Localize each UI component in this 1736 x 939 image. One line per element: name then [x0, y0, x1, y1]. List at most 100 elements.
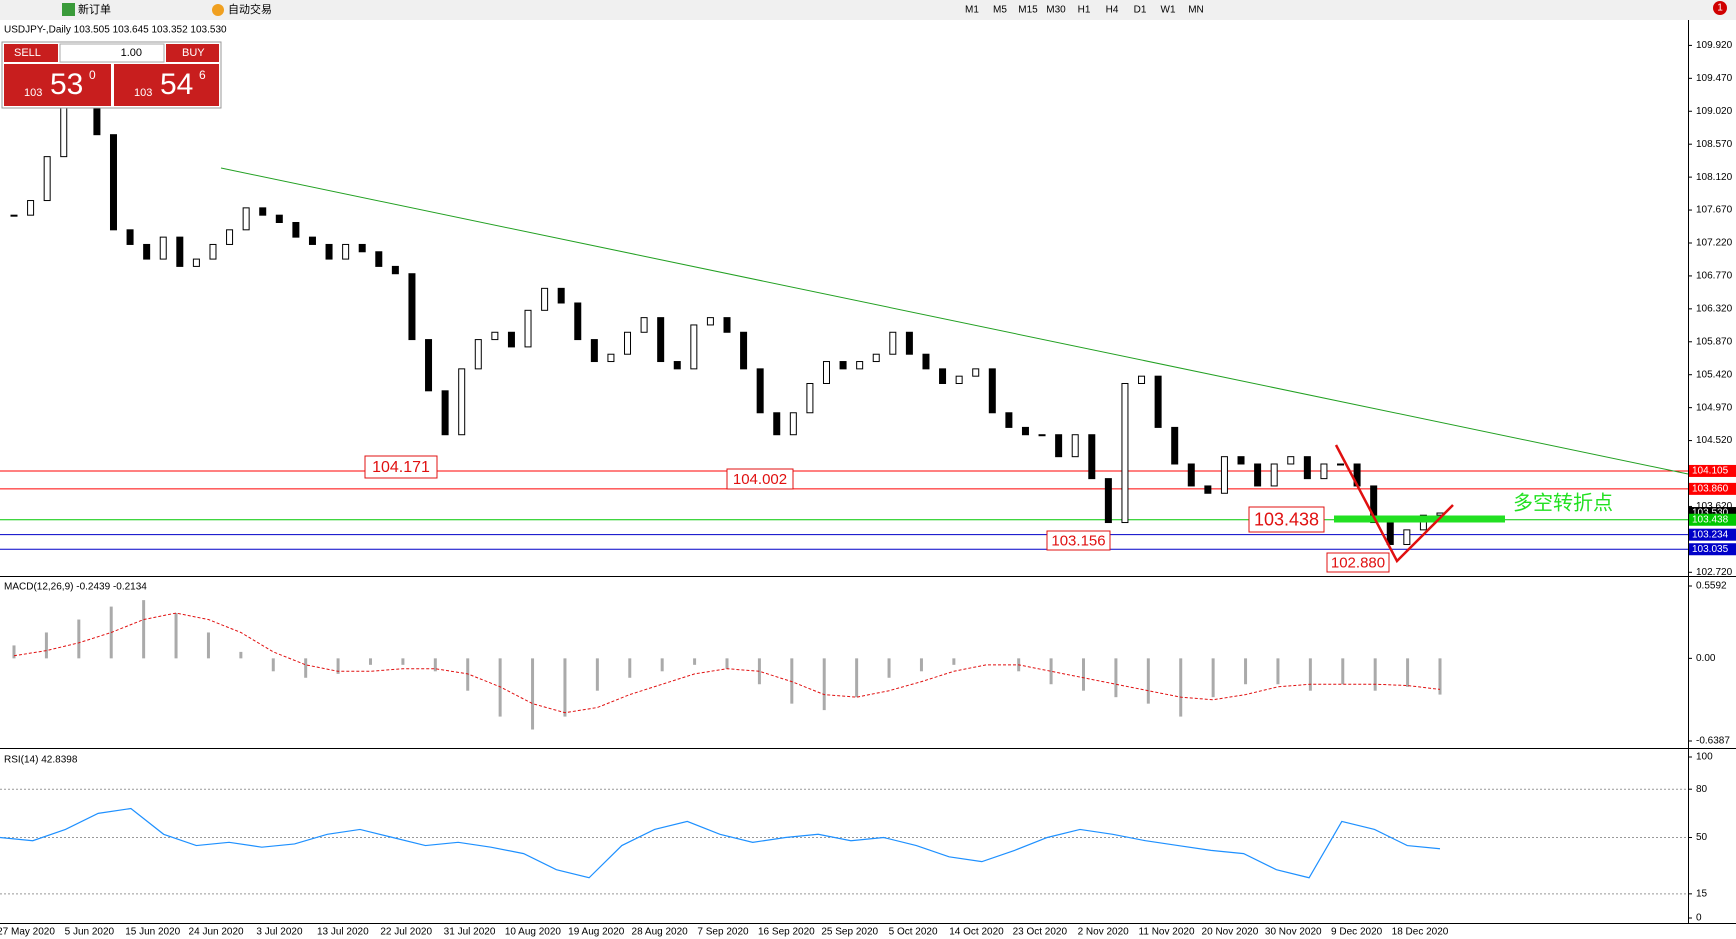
date-label: 5 Oct 2020 [889, 927, 938, 938]
buy-button[interactable] [166, 44, 219, 62]
price-callout: 102.880 [1331, 554, 1385, 571]
candle [1237, 456, 1245, 465]
candle [325, 243, 333, 260]
timeframe-button[interactable]: M15 [1018, 5, 1038, 16]
price-tick-label: 103.620 [1696, 501, 1733, 512]
candle [607, 353, 615, 363]
buy-price-sup: 6 [199, 68, 206, 82]
timeframe-button[interactable]: W1 [1161, 5, 1176, 16]
candle [1270, 463, 1278, 487]
price-tick-label: 107.670 [1696, 205, 1733, 216]
date-label: 9 Dec 2020 [1331, 927, 1383, 938]
sell-button[interactable] [4, 44, 58, 62]
price-callout-box [1326, 552, 1390, 573]
candle [1138, 375, 1146, 384]
date-label: 20 Nov 2020 [1202, 927, 1259, 938]
trendline [220, 167, 1689, 475]
candle [822, 361, 830, 384]
lots-input[interactable] [59, 43, 165, 63]
date-label: 16 Sep 2020 [758, 927, 815, 938]
candle [640, 317, 648, 333]
timeframe-button[interactable]: M1 [965, 5, 979, 16]
candle [458, 368, 466, 436]
candle [176, 236, 184, 267]
symbol-info: USDJPY-,Daily 103.505 103.645 103.352 10… [4, 25, 227, 36]
candle [1419, 514, 1427, 531]
price-tick-label: 106.770 [1696, 271, 1733, 282]
price-callout-box [1248, 506, 1325, 533]
candle [425, 339, 433, 392]
candle [1370, 485, 1378, 524]
candle [856, 361, 864, 370]
candle [358, 243, 366, 253]
candle [109, 134, 117, 231]
rsi-tick-label: 100 [1696, 752, 1713, 763]
candle [590, 339, 598, 363]
buy-label[interactable]: BUY [182, 47, 205, 59]
candle [756, 368, 764, 414]
price-callout: 104.171 [372, 459, 430, 476]
price-tick-label: 104.520 [1696, 435, 1733, 446]
candle [1038, 434, 1046, 437]
macd-tick-label: -0.6387 [1696, 736, 1730, 747]
price-callout: 103.438 [1254, 509, 1319, 529]
macd-signal [13, 612, 1441, 714]
level-label: 103.438 [1692, 514, 1729, 525]
candle [342, 243, 350, 260]
lots-value[interactable]: 1.00 [121, 47, 142, 59]
date-label: 22 Jul 2020 [380, 927, 432, 938]
price-tick-label: 105.420 [1696, 369, 1733, 380]
timeframe-button[interactable]: H4 [1106, 5, 1119, 16]
candle [209, 243, 217, 260]
timeframe-button[interactable]: M5 [993, 5, 1007, 16]
notification-badge[interactable] [1713, 1, 1727, 15]
price-callout-box [1046, 530, 1111, 551]
notification-count: 1 [1717, 3, 1723, 14]
candle [375, 251, 383, 267]
candle [806, 382, 814, 414]
timeframe-button[interactable]: M30 [1046, 5, 1066, 16]
candle [391, 265, 399, 275]
level-label-box [1689, 513, 1736, 526]
macd-title: MACD(12,26,9) -0.2439 -0.2134 [4, 582, 147, 593]
date-label: 27 May 2020 [0, 927, 55, 938]
date-label: 24 Jun 2020 [189, 927, 244, 938]
new-order-button[interactable]: 新订单 [78, 2, 111, 16]
date-label: 19 Aug 2020 [568, 927, 625, 938]
rsi-tick-label: 0 [1696, 913, 1702, 924]
new-order-icon[interactable] [62, 3, 75, 16]
candle [988, 368, 996, 414]
date-label: 5 Jun 2020 [65, 927, 115, 938]
candle [441, 390, 449, 436]
timeframe-button[interactable]: H1 [1078, 5, 1091, 16]
candle [143, 243, 151, 260]
price-tick-label: 102.720 [1696, 567, 1733, 578]
macd-tick-label: 0.5592 [1696, 581, 1727, 592]
price-tick-label: 108.120 [1696, 172, 1733, 183]
candle [1220, 456, 1228, 494]
rsi-tick-label: 15 [1696, 888, 1708, 899]
buy-price-box[interactable] [114, 64, 219, 106]
candle [574, 302, 582, 341]
candle [1021, 426, 1029, 436]
sell-price-box[interactable] [4, 64, 111, 106]
timeframe-button[interactable]: MN [1188, 5, 1204, 16]
candle [491, 331, 499, 341]
level-label: 103.035 [1692, 544, 1729, 555]
auto-trading-icon[interactable] [212, 4, 224, 16]
sell-label[interactable]: SELL [14, 47, 41, 59]
toolbar [0, 0, 1736, 20]
date-label: 14 Oct 2020 [949, 927, 1004, 938]
level-label-box [1689, 464, 1736, 477]
candle [1320, 463, 1328, 480]
candle [1171, 426, 1179, 465]
auto-trading-button[interactable]: 自动交易 [228, 2, 272, 16]
chart-area [0, 20, 1736, 939]
price-tick-label: 106.320 [1696, 303, 1733, 314]
timeframe-button[interactable]: D1 [1134, 5, 1147, 16]
candle [524, 309, 532, 348]
date-label: 7 Sep 2020 [697, 927, 749, 938]
sell-price-prefix: 103 [24, 87, 42, 99]
candle [1204, 485, 1212, 494]
candle [706, 317, 714, 326]
